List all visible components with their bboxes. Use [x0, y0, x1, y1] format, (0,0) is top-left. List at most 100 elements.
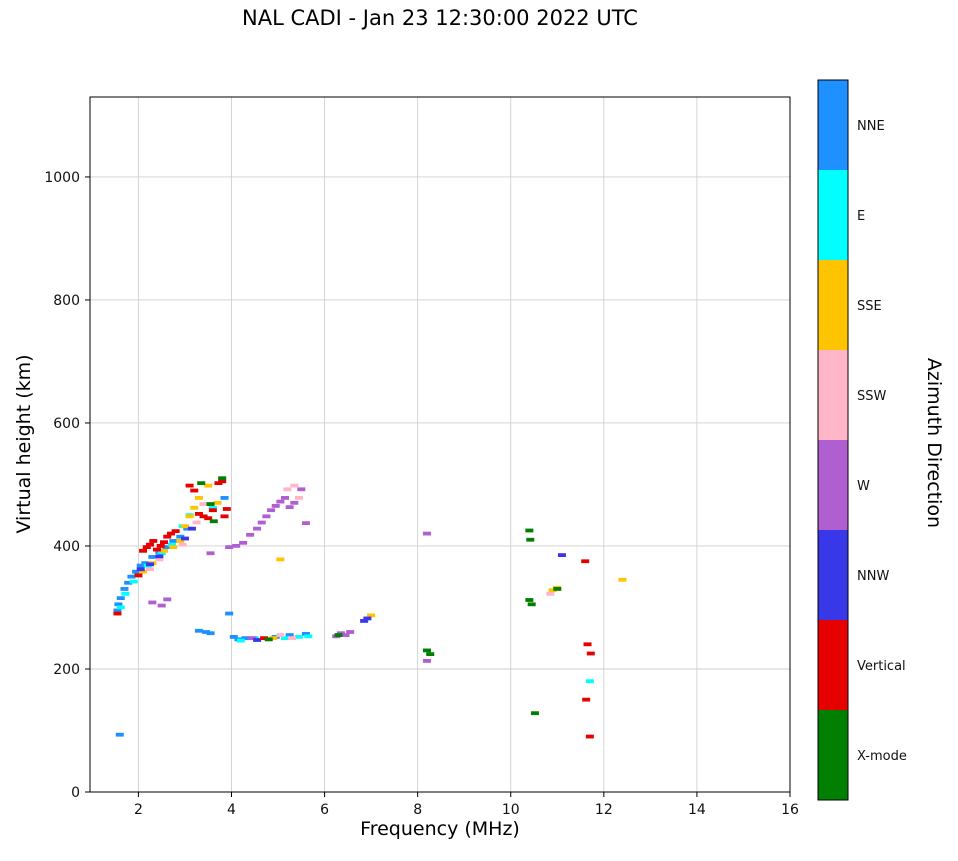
y-tick-label: 0 [71, 785, 80, 801]
data-point-ssw [287, 636, 296, 641]
data-point-sse [204, 483, 213, 488]
data-point-nne [201, 630, 210, 634]
colorbar-segment-nnw [818, 530, 848, 620]
data-point-vertical [163, 534, 172, 539]
data-point-w [276, 499, 285, 504]
data-point-sse [618, 577, 627, 582]
data-point-e [294, 635, 303, 639]
data-point-e [585, 679, 594, 684]
data-point-nne [124, 580, 133, 585]
data-point-nnw [360, 619, 369, 623]
data-point-x-mode [525, 528, 534, 533]
data-point-x-mode [422, 648, 431, 653]
data-point-e [157, 551, 166, 556]
data-point-w [267, 508, 276, 513]
data-point-w [262, 514, 271, 519]
data-point-vertical [156, 543, 165, 548]
colorbar-category-label: NNW [857, 569, 889, 584]
data-point-w [422, 658, 431, 663]
data-point-x-mode [209, 519, 218, 524]
colorbar-border [817, 79, 849, 801]
data-point-nne [120, 587, 129, 591]
y-tick-label: 200 [53, 662, 80, 678]
colorbar-category-label: X-mode [857, 749, 907, 764]
data-point-vertical [581, 559, 590, 564]
colorbar-category-label: W [857, 479, 870, 494]
x-tick-label: 14 [688, 802, 706, 818]
data-point-sse [276, 557, 285, 562]
data-point-vertical [222, 507, 231, 511]
colorbar-segment-sse [818, 260, 848, 350]
data-point-x-mode [530, 711, 539, 716]
data-point-vertical [113, 611, 122, 616]
data-point-x-mode [334, 633, 343, 637]
data-point-x-mode [206, 502, 215, 506]
x-axis-label: Frequency (MHz) [360, 818, 520, 840]
x-tick-label: 12 [595, 802, 613, 818]
data-point-nne [141, 561, 150, 566]
data-point-sse [269, 636, 278, 641]
data-point-nne [194, 628, 203, 633]
data-point-e [304, 634, 313, 639]
x-tick-label: 10 [502, 802, 520, 818]
data-point-vertical [260, 636, 269, 641]
data-point-w [246, 532, 255, 537]
data-point-nne [115, 732, 124, 737]
data-point-vertical [218, 479, 227, 484]
data-point-ssw [290, 483, 299, 488]
data-point-e [129, 579, 138, 584]
data-point-w [290, 500, 299, 505]
data-point-w [341, 633, 350, 637]
colorbar-segment-nne [818, 80, 848, 170]
data-point-nne [113, 608, 122, 613]
data-point-nne [148, 555, 157, 559]
data-point-vertical [149, 539, 158, 543]
data-point-w [285, 505, 294, 510]
data-point-nne [169, 539, 178, 543]
data-point-nne [225, 611, 234, 616]
data-point-vertical [139, 548, 148, 553]
data-point-w [225, 545, 234, 550]
data-point-vertical [160, 540, 169, 545]
data-point-vertical [171, 529, 180, 534]
data-point-vertical [185, 483, 194, 488]
x-tick-label: 2 [134, 802, 143, 818]
data-point-nnw [155, 554, 164, 559]
colorbar-segment-x-mode [818, 710, 848, 800]
data-point-sse [139, 569, 148, 574]
data-point-nne [183, 526, 192, 531]
y-tick-label: 1000 [44, 170, 80, 186]
data-point-nne [220, 496, 229, 500]
data-point-nne [206, 631, 215, 636]
data-point-vertical [199, 514, 208, 519]
x-tick-label: 8 [413, 802, 422, 818]
data-point-sse [190, 505, 199, 510]
colorbar-category-label: NNE [857, 119, 885, 134]
data-point-w [271, 504, 280, 508]
data-point-sse [185, 514, 194, 519]
data-point-nnw [253, 638, 262, 642]
data-point-e [121, 591, 130, 596]
data-point-vertical [194, 512, 203, 516]
data-point-w [422, 531, 431, 536]
data-point-w [206, 551, 215, 556]
data-point-nnw [136, 567, 145, 572]
axes-box [89, 96, 791, 793]
data-point-sse [548, 588, 557, 593]
data-point-e [281, 636, 290, 641]
data-point-w [257, 520, 266, 525]
data-point-w [163, 597, 172, 602]
colorbar-category-label: SSE [857, 299, 882, 314]
data-point-vertical [585, 734, 594, 739]
data-point-ssw [178, 542, 187, 547]
data-point-ssw [155, 557, 164, 562]
data-point-w [248, 636, 257, 641]
data-point-w [253, 526, 262, 531]
data-point-ssw [199, 502, 208, 506]
data-point-x-mode [526, 537, 535, 542]
y-tick-label: 800 [53, 293, 80, 309]
data-point-w [232, 543, 241, 548]
data-point-vertical [153, 547, 162, 552]
